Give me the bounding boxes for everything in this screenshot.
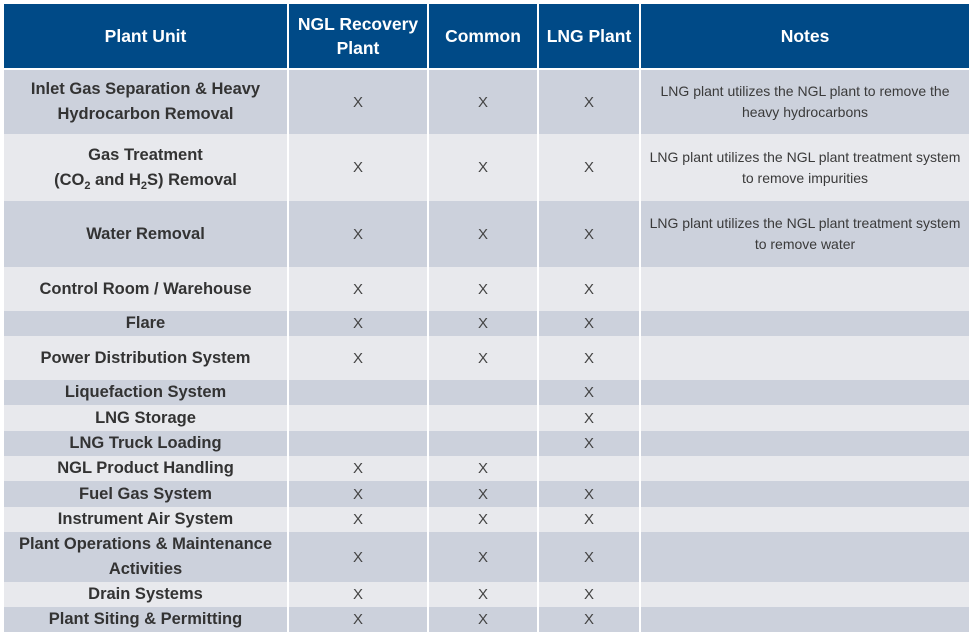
header-lng-plant: LNG Plant <box>539 4 639 68</box>
row-common-mark: X <box>429 532 537 582</box>
row-common-mark: X <box>429 456 537 481</box>
row-lng-mark: X <box>539 267 639 311</box>
plant-unit-table: Plant Unit NGL Recovery Plant Common LNG… <box>4 4 969 632</box>
row-ngl-mark: X <box>289 582 427 607</box>
row-ngl-mark: X <box>289 134 427 201</box>
row-lng-mark: X <box>539 201 639 267</box>
row-ngl-mark: X <box>289 481 427 507</box>
row-notes <box>641 311 969 336</box>
row-ngl-mark: X <box>289 201 427 267</box>
row-common-mark: X <box>429 311 537 336</box>
row-unit-plant-operations: Plant Operations & Maintenance Activitie… <box>4 532 287 582</box>
row-notes <box>641 431 969 456</box>
row-lng-mark: X <box>539 134 639 201</box>
header-ngl-recovery-plant: NGL Recovery Plant <box>289 4 427 68</box>
row-notes: LNG plant utilizes the NGL plant treatme… <box>641 201 969 267</box>
row-notes: LNG plant utilizes the NGL plant to remo… <box>641 70 969 134</box>
row-notes <box>641 582 969 607</box>
row-notes <box>641 532 969 582</box>
row-common-mark: X <box>429 134 537 201</box>
row-common-mark: X <box>429 267 537 311</box>
row-lng-mark: X <box>539 380 639 405</box>
row-ngl-mark: X <box>289 336 427 380</box>
row-unit-fuel-gas-system: Fuel Gas System <box>4 481 287 507</box>
row-lng-mark: X <box>539 481 639 507</box>
header-common: Common <box>429 4 537 68</box>
row-ngl-mark: X <box>289 532 427 582</box>
row-unit-ngl-product-handling: NGL Product Handling <box>4 456 287 481</box>
row-lng-mark: X <box>539 336 639 380</box>
unit-line-1: Gas Treatment <box>88 145 203 164</box>
row-common-mark: X <box>429 481 537 507</box>
row-common-mark <box>429 405 537 431</box>
row-lng-mark: X <box>539 582 639 607</box>
row-unit-lng-storage: LNG Storage <box>4 405 287 431</box>
row-lng-mark: X <box>539 431 639 456</box>
row-ngl-mark: X <box>289 267 427 311</box>
row-common-mark: X <box>429 582 537 607</box>
row-common-mark: X <box>429 607 537 632</box>
row-ngl-mark <box>289 405 427 431</box>
row-notes <box>641 507 969 532</box>
row-common-mark: X <box>429 507 537 532</box>
row-notes <box>641 456 969 481</box>
row-unit-liquefaction: Liquefaction System <box>4 380 287 405</box>
row-ngl-mark: X <box>289 311 427 336</box>
row-ngl-mark: X <box>289 70 427 134</box>
row-ngl-mark <box>289 380 427 405</box>
row-lng-mark: X <box>539 532 639 582</box>
row-common-mark: X <box>429 70 537 134</box>
row-unit-control-room: Control Room / Warehouse <box>4 267 287 311</box>
row-lng-mark: X <box>539 405 639 431</box>
row-notes <box>641 267 969 311</box>
row-unit-drain-systems: Drain Systems <box>4 582 287 607</box>
row-notes <box>641 405 969 431</box>
header-plant-unit: Plant Unit <box>4 4 287 68</box>
row-notes <box>641 607 969 632</box>
row-unit-lng-truck-loading: LNG Truck Loading <box>4 431 287 456</box>
row-ngl-mark: X <box>289 607 427 632</box>
row-unit-plant-siting: Plant Siting & Permitting <box>4 607 287 632</box>
row-notes <box>641 336 969 380</box>
unit-line-2: (CO2 and H2S) Removal <box>54 170 237 192</box>
row-notes <box>641 481 969 507</box>
row-lng-mark: X <box>539 70 639 134</box>
row-common-mark: X <box>429 336 537 380</box>
row-unit-flare: Flare <box>4 311 287 336</box>
row-unit-inlet-gas-separation: Inlet Gas Separation & Heavy Hydrocarbon… <box>4 70 287 134</box>
row-ngl-mark: X <box>289 456 427 481</box>
row-lng-mark: X <box>539 311 639 336</box>
row-lng-mark: X <box>539 607 639 632</box>
row-unit-water-removal: Water Removal <box>4 201 287 267</box>
row-lng-mark: X <box>539 507 639 532</box>
row-unit-power-distribution: Power Distribution System <box>4 336 287 380</box>
row-ngl-mark <box>289 431 427 456</box>
row-ngl-mark: X <box>289 507 427 532</box>
row-unit-instrument-air: Instrument Air System <box>4 507 287 532</box>
row-notes: LNG plant utilizes the NGL plant treatme… <box>641 134 969 201</box>
row-notes <box>641 380 969 405</box>
row-common-mark <box>429 380 537 405</box>
header-notes: Notes <box>641 4 969 68</box>
row-common-mark: X <box>429 201 537 267</box>
row-unit-gas-treatment: Gas Treatment (CO2 and H2S) Removal <box>4 134 287 201</box>
row-lng-mark <box>539 456 639 481</box>
row-common-mark <box>429 431 537 456</box>
